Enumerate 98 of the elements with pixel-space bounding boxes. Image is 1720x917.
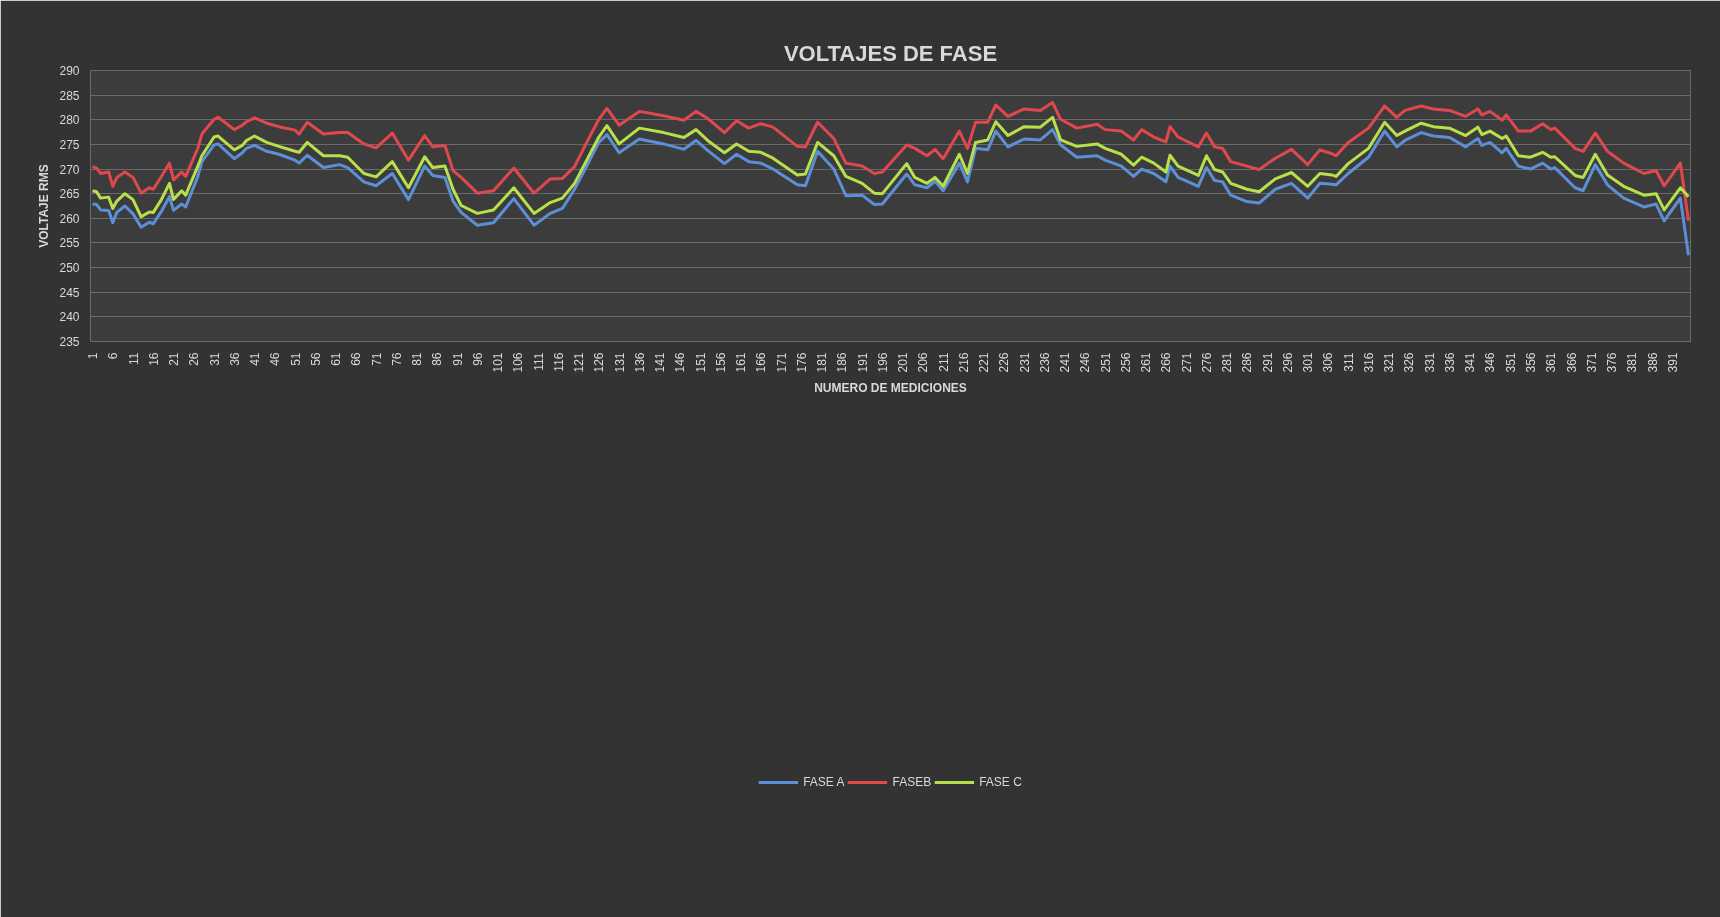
y-tick-label: 245	[59, 285, 80, 300]
x-tick-label: 321	[1382, 352, 1397, 373]
x-tick-label: 276	[1199, 352, 1214, 373]
x-tick-label: 256	[1118, 352, 1133, 373]
x-tick-label: 176	[794, 352, 809, 373]
x-tick-label: 186	[835, 352, 850, 373]
x-tick-label: 31	[207, 352, 222, 366]
x-tick-label: 61	[329, 352, 344, 366]
x-tick-label: 131	[612, 352, 627, 373]
x-tick-label: 106	[511, 352, 526, 373]
x-tick-label: 291	[1260, 352, 1275, 373]
x-tick-label: 301	[1301, 352, 1316, 373]
x-tick-label: 391	[1665, 352, 1680, 373]
x-tick-label: 96	[470, 352, 485, 366]
x-tick-label: 306	[1321, 352, 1336, 373]
line-series	[91, 128, 1690, 257]
x-tick-label: 311	[1341, 352, 1356, 372]
x-tick-label: 66	[349, 352, 364, 366]
x-tick-label: 236	[1037, 352, 1052, 373]
x-tick-label: 371	[1584, 352, 1599, 373]
y-tick-label: 235	[59, 335, 80, 349]
x-tick-label: 281	[1220, 352, 1235, 373]
x-tick-label: 26	[187, 352, 202, 366]
x-tick-label: 136	[632, 352, 647, 373]
x-tick-label: 146	[673, 352, 688, 373]
x-tick-label: 71	[369, 352, 384, 366]
x-tick-label: 226	[997, 352, 1012, 373]
x-tick-label: 51	[288, 352, 303, 366]
x-tick-label: 196	[875, 352, 890, 373]
x-tick-label: 361	[1544, 352, 1559, 373]
x-tick-label: 101	[491, 352, 506, 373]
x-tick-label: 206	[916, 352, 931, 373]
legend-label: FASE C	[979, 775, 1022, 789]
y-tick-label: 270	[59, 162, 80, 177]
x-tick-label: 386	[1645, 352, 1660, 373]
x-tick-label: 351	[1503, 352, 1518, 373]
x-tick-label: 221	[977, 352, 992, 373]
x-tick-label: 56	[308, 352, 323, 366]
x-tick-label: 21	[167, 352, 182, 366]
y-tick-label: 255	[59, 236, 80, 251]
x-tick-label: 326	[1402, 352, 1417, 373]
x-tick-label: 341	[1463, 352, 1478, 373]
y-axis-title: VOLTAJE RMS	[37, 164, 52, 248]
x-tick-label: 251	[1098, 352, 1113, 373]
x-axis-title: NUMERO DE MEDICIONES	[814, 380, 967, 395]
legend-label: FASEB	[892, 775, 932, 789]
chart-title: VOLTAJES DE FASE	[783, 40, 998, 66]
x-tick-label: 201	[896, 352, 911, 373]
x-tick-label: 161	[734, 352, 749, 373]
x-tick-label: 366	[1564, 352, 1579, 373]
x-tick-label: 41	[248, 352, 263, 366]
x-tick-label: 46	[268, 352, 283, 366]
x-tick-label: 6	[106, 352, 121, 360]
y-tick-label: 290	[59, 64, 80, 78]
x-tick-label: 336	[1442, 352, 1457, 373]
x-tick-label: 241	[1058, 352, 1073, 373]
x-tick-label: 171	[774, 352, 789, 373]
x-tick-label: 111	[531, 352, 546, 371]
x-tick-label: 381	[1625, 352, 1640, 373]
x-tick-label: 376	[1605, 352, 1620, 373]
x-tick-label: 266	[1159, 352, 1174, 373]
x-tick-label: 156	[713, 352, 728, 373]
x-tick-label: 1	[86, 352, 101, 360]
x-tick-label: 296	[1280, 352, 1295, 373]
y-tick-label: 240	[59, 310, 80, 325]
x-tick-label: 191	[855, 352, 870, 373]
x-tick-label: 181	[815, 352, 830, 373]
x-tick-label: 86	[430, 352, 445, 366]
x-tick-label: 121	[572, 352, 587, 373]
x-tick-label: 356	[1524, 352, 1538, 373]
legend-label: FASE A	[803, 775, 845, 789]
y-tick-label: 285	[59, 88, 80, 103]
x-tick-label: 246	[1078, 352, 1093, 373]
y-tick-label: 265	[59, 187, 80, 202]
x-tick-label: 16	[146, 352, 161, 366]
y-tick-label: 260	[59, 211, 80, 226]
x-tick-label: 81	[410, 352, 425, 366]
x-tick-label: 76	[389, 352, 404, 366]
x-tick-label: 141	[653, 352, 668, 373]
y-tick-label: 250	[59, 261, 80, 276]
x-tick-label: 166	[754, 352, 769, 373]
x-tick-label: 286	[1240, 352, 1255, 373]
x-tick-label: 216	[956, 352, 971, 373]
x-tick-label: 231	[1017, 352, 1032, 373]
y-tick-label: 280	[59, 113, 80, 128]
x-tick-label: 331	[1422, 352, 1437, 373]
x-tick-label: 211	[936, 352, 951, 372]
x-tick-label: 271	[1179, 352, 1194, 373]
x-tick-label: 151	[693, 352, 708, 373]
x-tick-label: 126	[592, 352, 607, 373]
x-tick-label: 36	[227, 352, 242, 366]
x-tick-label: 261	[1139, 352, 1154, 373]
y-tick-label: 275	[59, 137, 80, 152]
x-tick-label: 91	[450, 352, 465, 366]
x-tick-label: 316	[1361, 352, 1376, 373]
x-tick-label: 346	[1483, 352, 1498, 373]
x-tick-label: 11	[126, 352, 141, 365]
x-tick-label: 116	[551, 352, 566, 372]
